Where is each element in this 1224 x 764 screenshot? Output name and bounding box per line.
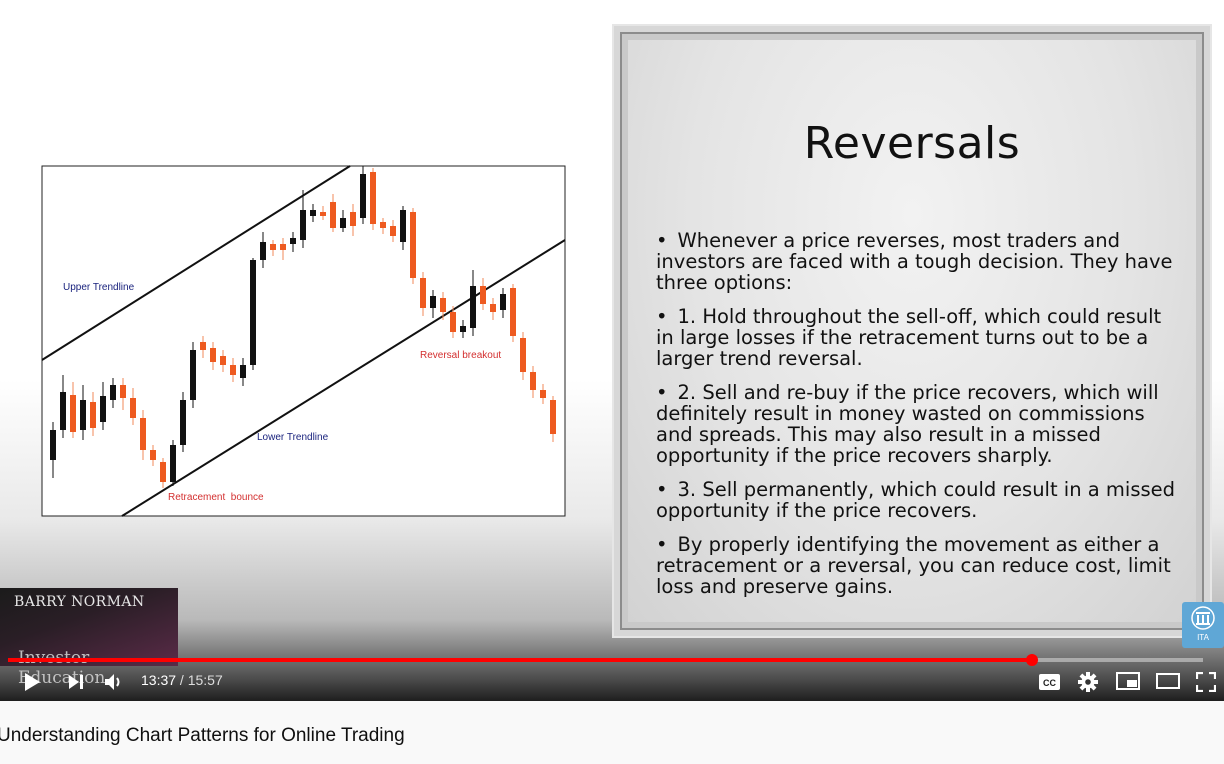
candle-body (340, 218, 346, 228)
candle-body (60, 392, 66, 430)
candle-body (150, 450, 156, 460)
candle-body (250, 260, 256, 365)
candle-body (510, 288, 516, 336)
candle-body (220, 356, 226, 365)
candle-body (100, 396, 106, 422)
lower-trendline (121, 239, 566, 517)
slide-bullets: • Whenever a price reverses, most traders… (656, 230, 1178, 610)
player-controls: 13:37 / 15:57 CC (0, 664, 1224, 701)
candle-body (500, 294, 506, 310)
theater-icon (1156, 673, 1180, 689)
upper-trendline (41, 165, 351, 361)
retracement-bounce-label: Retracement bounce (168, 492, 264, 503)
video-title: Understanding Chart Patterns for Online … (0, 725, 405, 746)
time-display: 13:37 / 15:57 (141, 672, 223, 688)
candle-body (530, 372, 536, 390)
candle-body (210, 348, 216, 362)
candle-body (270, 244, 276, 250)
candle-body (480, 286, 486, 304)
candle-body (120, 385, 126, 398)
candle-body (460, 326, 466, 332)
candle-body (240, 365, 246, 378)
candle-body (130, 398, 136, 418)
candles (50, 166, 556, 488)
candle-body (190, 350, 196, 400)
captions-button[interactable]: CC (1039, 674, 1060, 694)
settings-button[interactable] (1078, 672, 1098, 696)
upper-trendline-label: Upper Trendline (63, 282, 135, 293)
channel-logo-watermark[interactable]: ITA (1182, 602, 1224, 648)
slide-bullet: • 2. Sell and re-buy if the price recover… (656, 381, 1159, 467)
volume-icon (105, 674, 120, 690)
candle-body (550, 400, 556, 434)
candle-body (320, 212, 326, 216)
svg-text:CC: CC (1043, 678, 1056, 688)
candle-body (310, 210, 316, 216)
next-button[interactable] (67, 674, 85, 694)
candle-body (370, 172, 376, 224)
candle-body (410, 212, 416, 278)
play-icon (25, 673, 40, 691)
progress-scrubber[interactable] (1026, 654, 1038, 666)
volume-button[interactable] (104, 673, 126, 695)
candle-body (290, 238, 296, 244)
slide-bullet: • By properly identifying the movement as… (656, 533, 1171, 598)
miniplayer-icon (1116, 672, 1140, 690)
candle-body (280, 244, 286, 250)
candle-body (110, 385, 116, 400)
progress-played (8, 658, 1032, 662)
slide-bullet: • Whenever a price reverses, most traders… (656, 229, 1173, 294)
candle-body (450, 312, 456, 332)
candle-body (200, 342, 206, 350)
candle-body (380, 222, 386, 228)
candle-body (440, 298, 446, 312)
candle-body (170, 445, 176, 482)
presenter-name: BARRY NORMAN (14, 594, 145, 610)
presenter-thumbnail: BARRY NORMAN Investor Education (0, 588, 178, 688)
captions-icon: CC (1039, 674, 1060, 690)
slide-title: Reversals (803, 118, 1021, 169)
candle-body (490, 304, 496, 312)
fullscreen-icon (1195, 671, 1217, 693)
video-frame[interactable]: Upper Trendline Lower Trendline Retracem… (0, 0, 1224, 701)
play-button[interactable] (22, 672, 42, 696)
fullscreen-button[interactable] (1195, 671, 1217, 696)
candle-body (230, 365, 236, 375)
lower-trendline-label: Lower Trendline (257, 432, 329, 443)
miniplayer-button[interactable] (1116, 672, 1140, 694)
candle-body (90, 402, 96, 428)
candlestick-chart: Upper Trendline Lower Trendline Retracem… (41, 165, 566, 517)
candle-body (350, 212, 356, 226)
candle-body (260, 242, 266, 260)
settings-icon (1078, 672, 1098, 692)
candle-body (80, 400, 86, 430)
video-player[interactable]: Upper Trendline Lower Trendline Retracem… (0, 0, 1224, 701)
svg-text:ITA: ITA (1197, 633, 1210, 642)
candle-body (540, 390, 546, 398)
slide-bullet: • 1. Hold throughout the sell-off, which … (656, 305, 1162, 370)
slide-panel: Reversals • Whenever a price reverses, mo… (612, 24, 1212, 638)
candle-body (180, 400, 186, 445)
current-time: 13:37 (141, 672, 177, 688)
candle-body (430, 296, 436, 308)
presenter-subtitle: Investor Education (18, 648, 106, 688)
candle-body (420, 278, 426, 308)
reversal-breakout-label: Reversal breakout (420, 350, 501, 361)
candle-body (360, 174, 366, 218)
candle-body (400, 210, 406, 242)
candle-body (390, 226, 396, 236)
candle-body (50, 430, 56, 460)
candle-body (470, 286, 476, 328)
candle-body (300, 210, 306, 240)
candle-body (160, 462, 166, 482)
candle-body (520, 338, 526, 372)
candle-body (70, 395, 76, 432)
next-icon (69, 675, 83, 689)
slide-bullet: • 3. Sell permanently, which could result… (656, 478, 1176, 522)
candle-body (330, 202, 336, 228)
theater-mode-button[interactable] (1156, 673, 1180, 693)
duration: 15:57 (187, 672, 223, 688)
candle-body (140, 418, 146, 450)
